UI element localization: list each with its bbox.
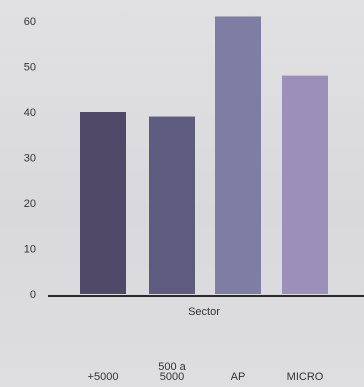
x-category-label-line: AP [231,371,246,383]
x-category-label: AP [231,371,246,383]
y-tick-label: 10 [24,244,36,256]
x-category-label-line: 5000 [160,371,184,383]
bar-1 [149,116,195,294]
bar-3 [282,75,328,294]
x-category-label: 500 a 5000 [158,361,186,383]
x-category-label: MICRO [287,371,324,383]
y-axis-ticks: 0 10 20 30 40 50 60 [24,16,36,301]
y-tick-label: 50 [24,62,36,74]
y-tick-label: 20 [24,198,36,210]
x-category-label: +5000 [88,371,119,383]
x-axis-category-labels: +5000 500 a 5000 AP MICRO [88,361,324,383]
bars [80,16,328,294]
x-axis-title: Sector [188,306,220,318]
x-category-label-line: 500 a [158,361,186,373]
y-tick-label: 30 [24,153,36,165]
bar-0 [80,112,126,294]
y-tick-label: 0 [30,289,36,301]
bar-2 [215,16,261,294]
y-tick-label: 60 [24,16,36,28]
x-category-label-line: MICRO [287,371,324,383]
x-category-label-line: +5000 [88,371,119,383]
y-tick-label: 40 [24,107,36,119]
